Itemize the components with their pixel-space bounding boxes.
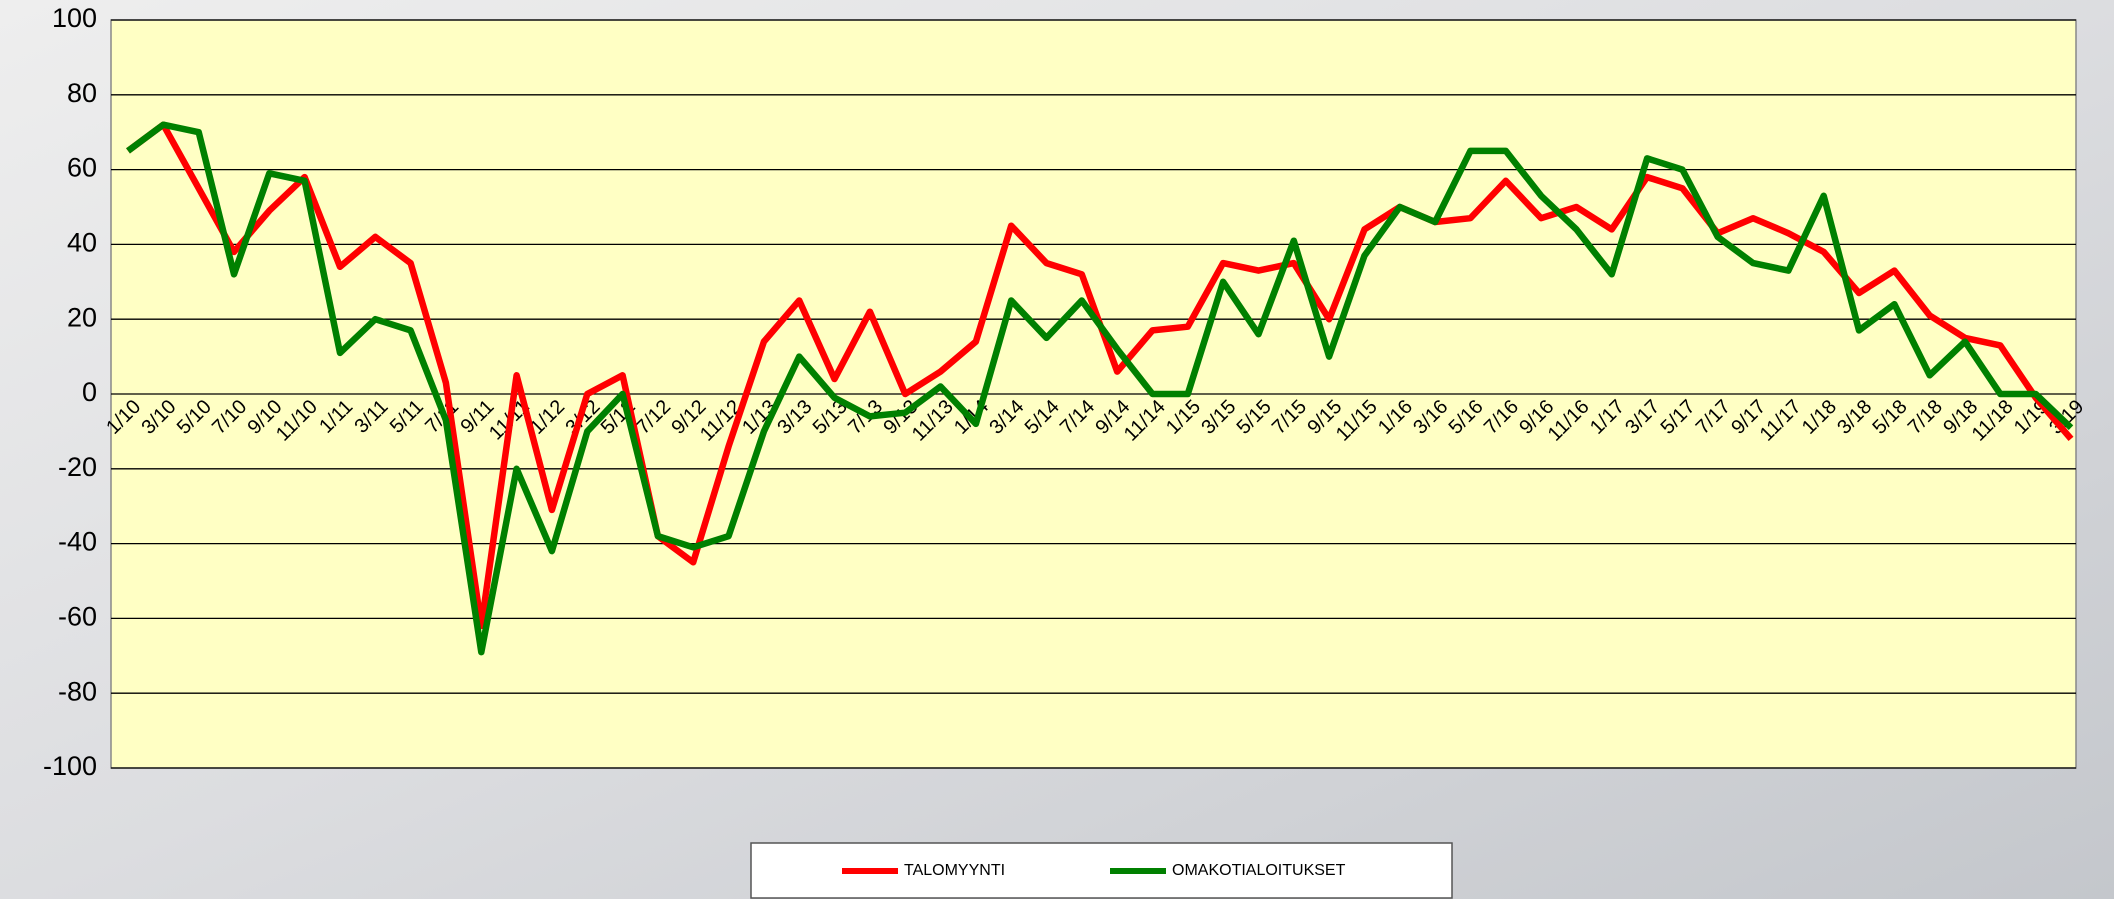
y-tick-label: 40 [67, 228, 97, 258]
y-tick-label: -80 [58, 676, 97, 706]
y-tick-label: 100 [52, 3, 97, 33]
y-tick-label: -20 [58, 452, 97, 482]
y-tick-label: 20 [67, 302, 97, 332]
y-tick-label: 0 [82, 377, 97, 407]
line-series [126, 121, 2074, 656]
y-tick-label: -60 [58, 602, 97, 632]
legend-label: TALOMYYNTI [904, 862, 1005, 879]
y-tick-label: -40 [58, 527, 97, 557]
legend-label: OMAKOTIALOITUKSET [1172, 862, 1346, 879]
y-tick-label: 60 [67, 153, 97, 183]
y-tick-label: 80 [67, 78, 97, 108]
y-tick-label: -100 [43, 751, 97, 781]
